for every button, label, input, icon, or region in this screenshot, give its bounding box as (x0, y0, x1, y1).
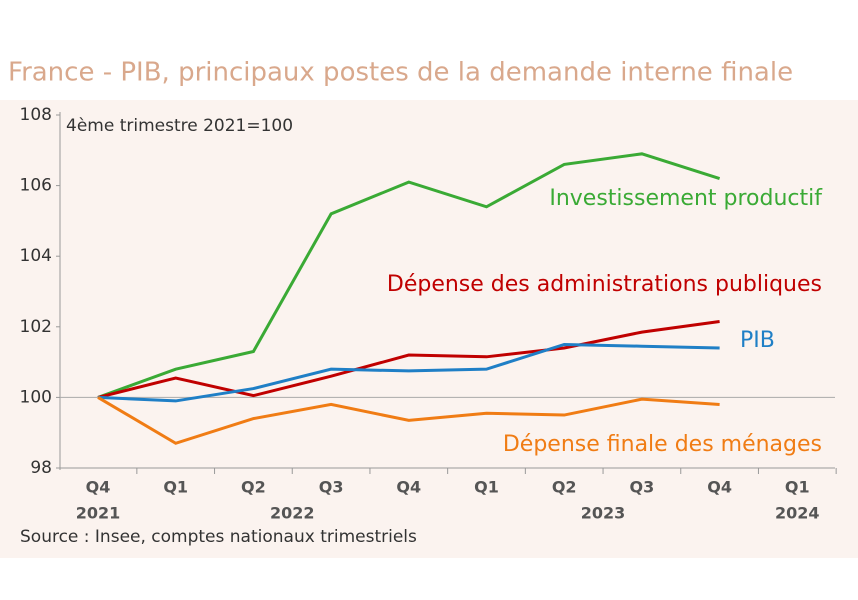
source: Source : Insee, comptes nationaux trimes… (20, 527, 417, 547)
y-tick-label: 104 (20, 246, 52, 266)
series-line (97, 342, 720, 403)
x-tick-label: Q1 (474, 478, 499, 497)
series-label: Dépense finale des ménages (503, 432, 822, 457)
series-line (97, 152, 721, 399)
x-tick-label: Q3 (630, 478, 655, 497)
year-label: 2022 (270, 504, 315, 523)
y-tick-label: 106 (20, 176, 52, 196)
series-label: Dépense des administrations publiques (387, 272, 822, 297)
year-label: 2023 (581, 504, 626, 523)
x-tick-label: Q2 (241, 478, 266, 497)
y-tick-label: 108 (20, 105, 52, 125)
chart-title: France - PIB, principaux postes de la de… (8, 58, 793, 88)
series-label: Investissement productif (549, 186, 823, 211)
y-tick-label: 98 (30, 458, 52, 478)
year-label: 2021 (76, 504, 121, 523)
series-line (97, 320, 720, 399)
x-tick-label: Q3 (319, 478, 344, 497)
series-label: PIB (740, 328, 775, 353)
x-tick-label: Q4 (707, 478, 732, 497)
y-tick-label: 102 (20, 317, 52, 337)
x-tick-label: Q1 (163, 478, 188, 497)
x-tick-label: Q2 (552, 478, 577, 497)
x-tick-label: Q1 (785, 478, 810, 497)
x-tick-label: Q4 (86, 478, 111, 497)
year-label: 2024 (775, 504, 820, 523)
x-tick-label: Q4 (396, 478, 421, 497)
series-line (97, 396, 720, 445)
y-tick-label: 100 (20, 387, 52, 407)
chart-subtitle: 4ème trimestre 2021=100 (66, 116, 293, 136)
